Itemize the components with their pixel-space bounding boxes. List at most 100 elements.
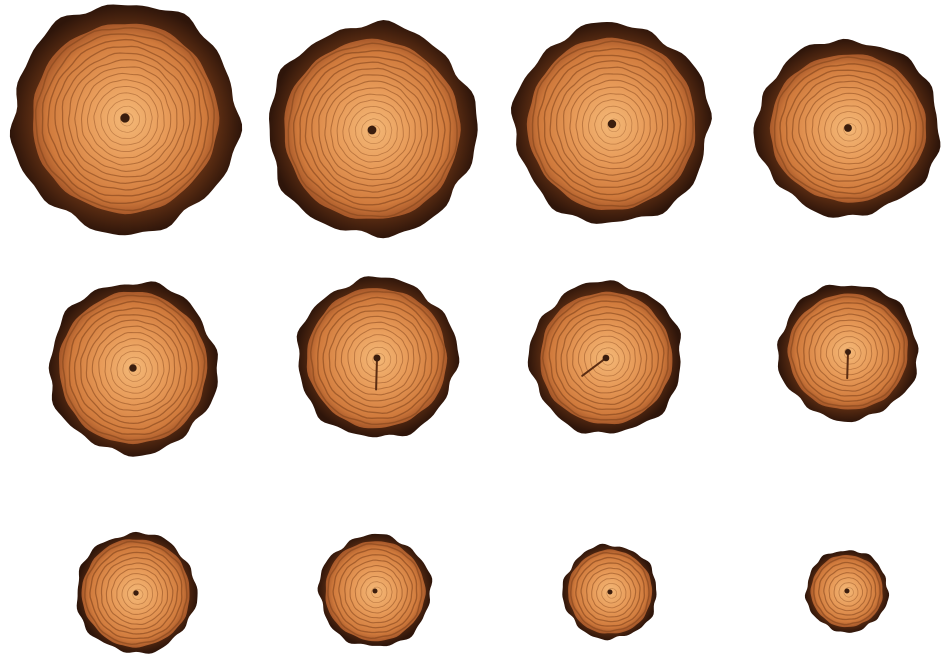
growth-ring — [338, 554, 413, 629]
growth-ring — [817, 99, 881, 159]
tree-slice-6 — [296, 276, 460, 438]
growth-ring — [828, 572, 868, 612]
growth-ring — [833, 577, 863, 607]
growth-ring — [116, 350, 153, 388]
growth-ring — [110, 344, 159, 394]
tree-slice-2 — [269, 20, 478, 239]
tree-slice-3 — [511, 22, 712, 224]
growth-ring — [779, 63, 917, 195]
pith — [607, 119, 617, 129]
growth-ring — [824, 105, 875, 154]
growth-ring — [332, 548, 418, 634]
growth-ring — [560, 312, 653, 406]
growth-ring — [349, 564, 403, 619]
growth-ring — [555, 66, 669, 182]
growth-ring — [543, 54, 682, 196]
tree-slice-5 — [48, 281, 218, 457]
growth-ring — [91, 325, 176, 412]
growth-ring — [360, 576, 393, 609]
growth-ring — [354, 112, 393, 150]
growth-ring — [311, 67, 434, 193]
growth-ring — [80, 72, 172, 166]
growth-ring — [334, 315, 421, 402]
growth-ring — [586, 567, 637, 618]
growth-ring — [353, 334, 404, 384]
growth-ring — [566, 318, 648, 400]
tree-slice-11 — [562, 543, 657, 641]
growth-ring — [581, 93, 645, 158]
growth-ring — [127, 583, 149, 605]
growth-ring — [54, 45, 196, 191]
growth-ring — [85, 319, 182, 418]
growth-ring — [93, 85, 159, 152]
tree-slice-8 — [777, 284, 919, 423]
growth-ring — [818, 561, 877, 621]
tree-slice-4 — [753, 38, 941, 218]
pith — [129, 364, 137, 372]
growth-ring — [591, 572, 632, 613]
growth-ring — [74, 66, 178, 172]
growth-ring — [359, 340, 398, 378]
growth-ring — [808, 313, 889, 392]
growth-ring — [838, 341, 862, 365]
growth-ring — [572, 324, 642, 394]
growth-ring — [590, 341, 626, 377]
growth-ring — [831, 336, 867, 370]
tree-slice-12 — [804, 550, 890, 633]
growth-ring — [105, 562, 169, 625]
growth-ring — [372, 352, 386, 366]
growth-ring — [580, 562, 641, 623]
growth-ring — [838, 582, 859, 603]
growth-ring — [785, 69, 912, 189]
growth-ring — [79, 314, 188, 425]
growth-ring — [342, 99, 404, 163]
growth-ring — [814, 319, 884, 387]
growth-ring — [354, 570, 398, 614]
pith — [844, 124, 852, 132]
growth-ring — [113, 105, 140, 133]
growth-ring — [555, 306, 660, 411]
growth-ring — [843, 347, 856, 360]
growth-ring — [813, 557, 881, 626]
growth-ring — [830, 111, 869, 148]
growth-ring — [318, 74, 429, 187]
growth-ring — [596, 577, 627, 609]
growth-ring — [34, 27, 215, 212]
growth-ring — [606, 588, 617, 599]
growth-ring — [790, 295, 906, 407]
growth-ring — [577, 329, 636, 388]
pith — [120, 113, 130, 123]
growth-ring — [61, 52, 191, 185]
tree-slice-9 — [76, 531, 198, 654]
growth-ring — [803, 307, 896, 397]
growth-ring — [584, 335, 631, 383]
growth-ring — [825, 330, 873, 376]
growth-ring — [87, 79, 165, 159]
growth-ring — [791, 74, 905, 182]
growth-ring — [843, 123, 857, 136]
growth-ring — [537, 48, 687, 202]
pith — [845, 349, 851, 355]
tree-slice-10 — [317, 533, 433, 647]
growth-ring — [110, 568, 164, 621]
radial-crack — [375, 357, 378, 391]
growth-ring — [575, 86, 651, 164]
radial-crack — [846, 351, 849, 380]
growth-ring — [595, 347, 620, 371]
growth-ring — [132, 588, 144, 600]
growth-ring — [366, 346, 392, 372]
growth-ring — [116, 573, 159, 615]
growth-ring — [601, 583, 622, 604]
pith — [602, 354, 610, 362]
growth-ring — [317, 296, 440, 419]
growth-ring — [293, 49, 452, 213]
pith — [372, 588, 378, 594]
growth-ring — [100, 557, 174, 630]
growth-ring — [327, 543, 423, 640]
growth-ring — [330, 87, 416, 175]
growth-ring — [365, 581, 388, 603]
radial-crack — [581, 357, 607, 377]
growth-ring — [594, 105, 633, 145]
growth-ring — [347, 328, 409, 390]
